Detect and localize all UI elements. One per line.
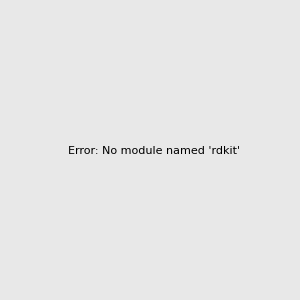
Text: Error: No module named 'rdkit': Error: No module named 'rdkit': [68, 146, 240, 157]
